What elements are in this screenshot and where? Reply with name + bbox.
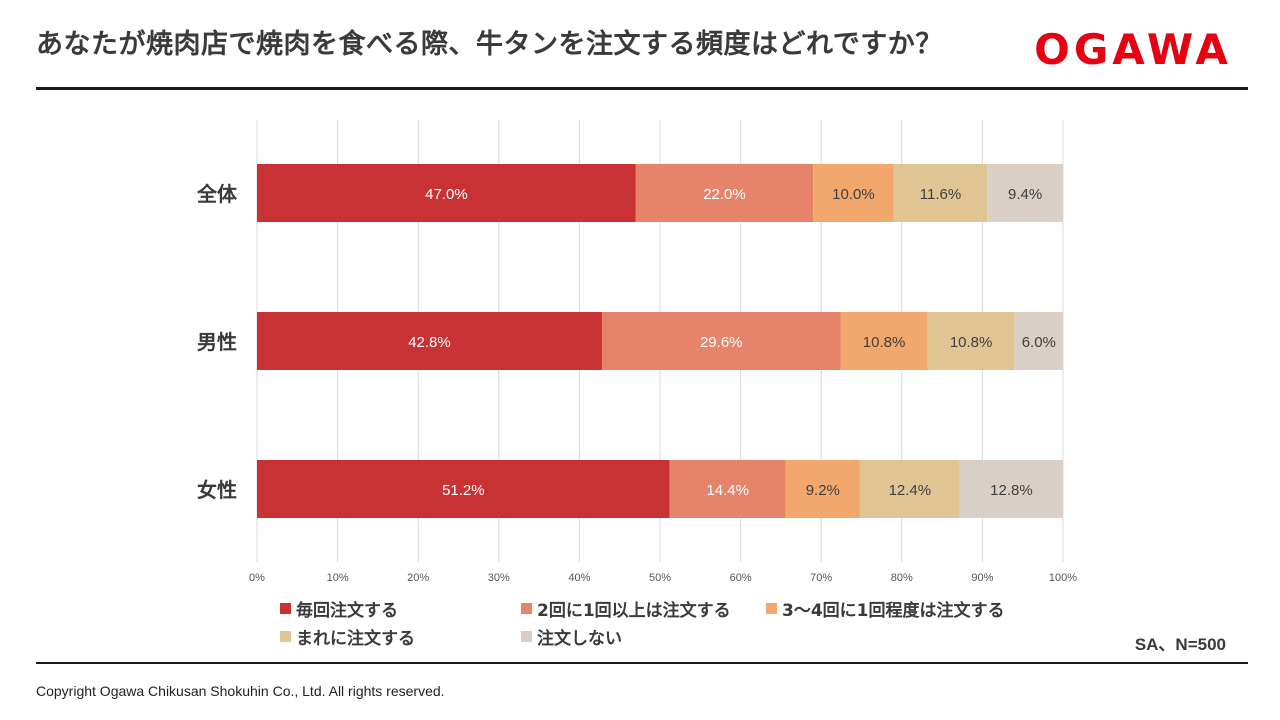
data-label: 42.8% — [408, 334, 451, 351]
data-label: 10.8% — [863, 334, 906, 351]
legend-label: まれに注文する — [296, 629, 415, 649]
bar-segment — [987, 164, 1063, 222]
footer-divider — [36, 662, 1248, 664]
page-title: あなたが焼肉店で焼肉を食べる際、牛タンを注文する頻度はどれですか？ — [36, 29, 943, 60]
legend-item: まれに注文する — [280, 624, 415, 649]
copyright-text: Copyright Ogawa Chikusan Shokuhin Co., L… — [36, 683, 445, 699]
bar-segment — [257, 312, 602, 370]
x-tick-label: 90% — [971, 572, 993, 584]
legend-swatch — [766, 603, 777, 614]
legend-item: 毎回注文する — [280, 596, 398, 621]
legend-label: 注文しない — [537, 629, 622, 649]
legend-item: 注文しない — [521, 624, 622, 649]
x-tick-label: 50% — [649, 572, 671, 584]
ogawa-logo: OGAWA — [1034, 26, 1232, 70]
data-label: 51.2% — [442, 482, 485, 499]
data-label: 6.0% — [1022, 334, 1056, 351]
legend-swatch — [521, 631, 532, 642]
bar-segment — [257, 164, 636, 222]
data-label: 9.2% — [806, 482, 840, 499]
data-label: 10.8% — [950, 334, 993, 351]
x-tick-label: 0% — [249, 572, 265, 584]
stacked-bar-chart: 0% 10% 20% 30% 40% 50% 60% 70% 80% 90% 100% 全体 47.0%… — [196, 120, 1077, 584]
x-tick-label: 30% — [488, 572, 510, 584]
data-label: 9.4% — [1008, 186, 1042, 203]
x-tick-label: 20% — [407, 572, 429, 584]
bar-segment — [840, 312, 928, 370]
bar-segment — [959, 460, 1063, 518]
legend-swatch — [280, 631, 291, 642]
bar-segment — [669, 460, 786, 518]
sample-note: SA、N=500 — [1134, 635, 1226, 654]
bar-segment — [257, 460, 670, 518]
data-label: 14.4% — [706, 482, 749, 499]
legend-label: 毎回注文する — [296, 601, 398, 621]
category-label: 全体 — [196, 182, 238, 206]
category-label: 男性 — [197, 330, 237, 354]
x-tick-label: 100% — [1049, 572, 1077, 584]
x-tick-label: 70% — [810, 572, 832, 584]
bar-segment — [635, 164, 814, 222]
legend-swatch — [280, 603, 291, 614]
legend-swatch — [521, 603, 532, 614]
x-tick-label: 40% — [568, 572, 590, 584]
bar-segment — [1014, 312, 1063, 370]
bar-segment — [893, 164, 988, 222]
bar-segment — [813, 164, 894, 222]
x-tick-label: 80% — [891, 572, 913, 584]
legend-item: 2回に1回以上は注文する — [521, 596, 731, 621]
bar-segment — [601, 312, 841, 370]
chart-legend: 毎回注文する 2回に1回以上は注文する 3～4回に1回程度は注文するまれに注文する 注… — [280, 596, 1040, 652]
data-label: 29.6% — [700, 334, 743, 351]
data-label: 12.4% — [889, 482, 932, 499]
category-label: 女性 — [197, 478, 237, 502]
logo-text: OGAWA — [1034, 26, 1232, 70]
data-label: 12.8% — [990, 482, 1033, 499]
bar-segment — [927, 312, 1015, 370]
legend-label: 2回に1回以上は注文する — [537, 601, 731, 621]
title-divider — [36, 87, 1248, 90]
bar-segment — [859, 460, 960, 518]
data-label: 47.0% — [425, 186, 468, 203]
data-label: 22.0% — [703, 186, 746, 203]
legend-label: 3～4回に1回程度は注文する — [782, 601, 1005, 621]
data-label: 10.0% — [832, 186, 875, 203]
data-label: 11.6% — [920, 186, 961, 203]
x-tick-label: 60% — [730, 572, 752, 584]
bar-segment — [785, 460, 860, 518]
legend-item: 3～4回に1回程度は注文する — [766, 596, 1005, 621]
x-tick-label: 10% — [327, 572, 349, 584]
